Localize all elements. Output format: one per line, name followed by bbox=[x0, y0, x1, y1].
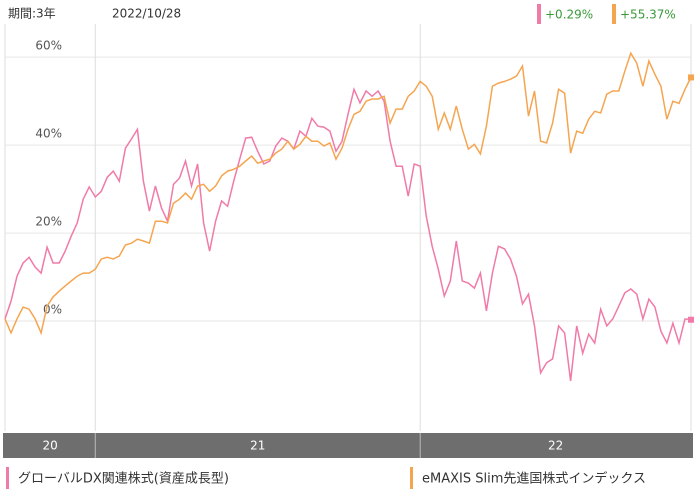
end-marker bbox=[688, 316, 694, 323]
return-swatch bbox=[612, 4, 616, 24]
y-tick-label: 20% bbox=[35, 215, 62, 229]
legend-swatch bbox=[410, 467, 413, 489]
legend-swatch bbox=[6, 467, 9, 489]
period-band bbox=[3, 433, 693, 458]
period-label: 20 bbox=[42, 439, 57, 453]
return-swatch bbox=[537, 4, 541, 24]
legend-label: グローバルDX関連株式(資産成長型) bbox=[18, 471, 229, 487]
period-label: 22 bbox=[548, 439, 563, 453]
y-tick-label: 60% bbox=[35, 39, 62, 53]
period-label: 期間:3年 bbox=[8, 7, 56, 21]
y-tick-label: 40% bbox=[35, 127, 62, 141]
legend-label: eMAXIS Slim先進国株式インデックス bbox=[422, 471, 646, 487]
return-label: +0.29% bbox=[545, 8, 593, 22]
period-label: 21 bbox=[250, 439, 265, 453]
end-marker bbox=[688, 74, 694, 81]
series-line bbox=[4, 86, 692, 381]
date-label: 2022/10/28 bbox=[112, 7, 181, 21]
series-line bbox=[4, 51, 692, 336]
return-label: +55.37% bbox=[620, 8, 676, 22]
